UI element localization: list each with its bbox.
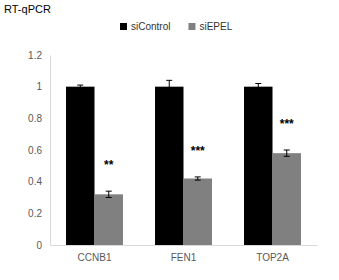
x-tick-label: FEN1: [171, 252, 197, 263]
y-tick: 0.2: [28, 208, 50, 219]
y-axis: 0 0.2 0.4 0.6 0.8 1 1.2: [28, 50, 50, 251]
significance: **: [104, 158, 114, 172]
plot-area: 00.20.40.60.811.2CCNB1FEN1TOP2A********: [28, 50, 317, 263]
error-cap: [195, 180, 201, 181]
error-cap: [255, 83, 261, 84]
x-tick: FEN1: [171, 245, 197, 263]
error-bar: [106, 191, 112, 197]
error-bar: [284, 150, 290, 156]
y-tick-label: 1.2: [28, 50, 42, 61]
y-tick: 0: [36, 240, 50, 251]
error-bar: [166, 80, 172, 93]
legend-label: siControl: [131, 21, 170, 32]
chart: RT-qPCR siControl siEPEL 0 0.2 0.4 0.6 0.8 1 1.2 C…: [0, 0, 339, 280]
error-cap: [255, 89, 261, 90]
error-cap: [166, 80, 172, 81]
y-tick-label: 0.4: [28, 176, 42, 187]
x-tick-label: TOP2A: [256, 252, 289, 263]
error-bar: [195, 177, 201, 180]
y-tick: 1: [36, 81, 50, 92]
bar: [155, 87, 183, 245]
bar: [95, 194, 123, 245]
error-cap: [106, 197, 112, 198]
legend: siControl siEPEL: [120, 21, 233, 32]
error-bar: [77, 85, 83, 88]
error-line: [258, 84, 259, 90]
legend-label: siEPEL: [199, 21, 232, 32]
y-tick-label: 1: [36, 81, 42, 92]
y-tick: 1.2: [28, 50, 50, 61]
error-cap: [195, 176, 201, 177]
title: RT-qPCR: [4, 3, 51, 15]
error-cap: [284, 156, 290, 157]
error-bar: [255, 84, 261, 90]
annotations: ********: [104, 117, 294, 172]
y-tick-label: 0: [36, 240, 42, 251]
x-axis-line: [51, 245, 318, 246]
y-tick: 0.8: [28, 113, 50, 124]
y-tick-label: 0.8: [28, 113, 42, 124]
bars: [66, 87, 301, 245]
x-tick: CCNB1: [78, 245, 112, 263]
y-tick: 0.4: [28, 176, 50, 187]
bar: [184, 179, 212, 246]
bar: [244, 87, 272, 245]
error-cap: [166, 93, 172, 94]
x-tick-label: CCNB1: [78, 252, 112, 263]
significance: ***: [191, 144, 205, 158]
bar: [66, 87, 94, 245]
y-tick-label: 0.6: [28, 145, 42, 156]
error-cap: [284, 150, 290, 151]
x-tick: TOP2A: [256, 245, 289, 263]
significance: ***: [280, 117, 294, 131]
legend-swatch: [188, 23, 195, 30]
x-axis: CCNB1 FEN1 TOP2A: [51, 245, 318, 263]
legend-swatch: [120, 23, 127, 30]
y-axis-line: [50, 56, 51, 246]
y-tick: 0.6: [28, 145, 50, 156]
y-tick-label: 0.2: [28, 208, 42, 219]
error-line: [108, 191, 109, 197]
error-line: [286, 150, 287, 156]
bar: [273, 153, 301, 245]
legend-item: siEPEL: [188, 21, 232, 32]
error-cap: [77, 85, 83, 86]
error-cap: [106, 191, 112, 192]
error-bars: [77, 80, 289, 197]
error-cap: [77, 88, 83, 89]
legend-item: siControl: [120, 21, 170, 32]
error-line: [169, 80, 170, 93]
